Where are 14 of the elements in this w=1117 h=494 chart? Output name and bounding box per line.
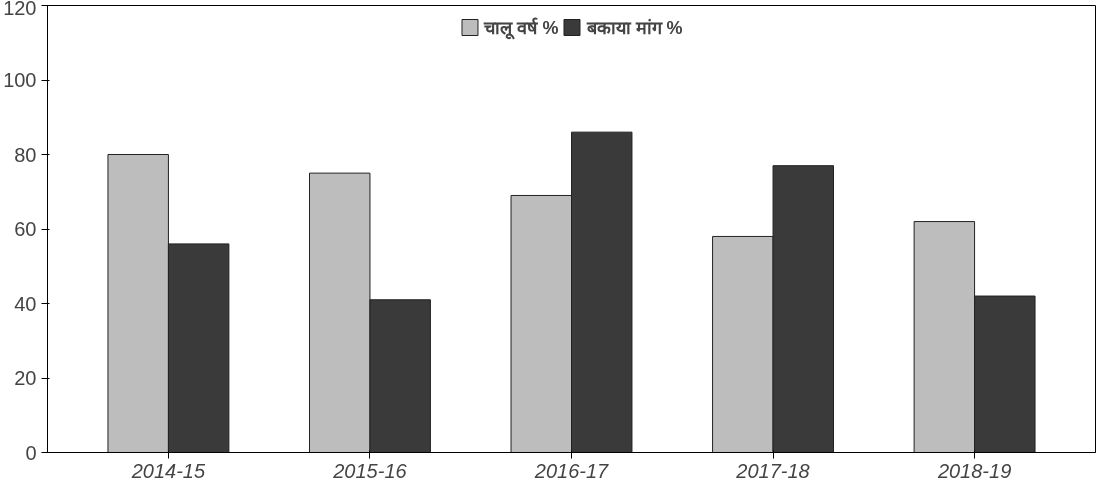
legend-label: चालू वर्ष % <box>484 16 559 39</box>
y-tick-label: 120 <box>3 0 37 19</box>
y-tick-label: 20 <box>14 367 37 389</box>
x-tick-label: 2015-16 <box>332 459 408 482</box>
legend-label: बकाया मांग % <box>586 17 683 39</box>
y-tick-label: 80 <box>14 143 37 166</box>
y-tick-label: 0 <box>25 441 37 464</box>
x-tick-label: 2014-15 <box>130 459 206 482</box>
y-tick-label: 40 <box>14 292 37 315</box>
x-tick-label: 2017-18 <box>735 459 810 482</box>
y-tick-label: 100 <box>3 69 37 91</box>
y-tick-label: 60 <box>14 218 37 240</box>
x-tick-label: 2016-17 <box>533 459 610 482</box>
x-tick-label: 2018-19 <box>936 459 1012 482</box>
